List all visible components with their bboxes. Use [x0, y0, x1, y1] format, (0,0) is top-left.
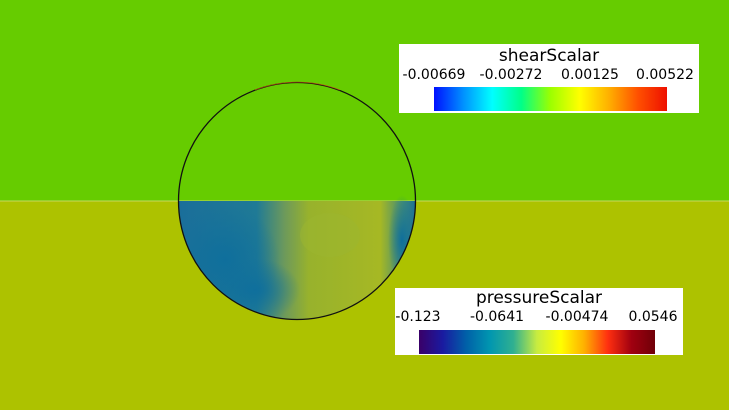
- legend-tick: -0.00669: [402, 67, 466, 83]
- legend-title: pressureScalar: [475, 288, 603, 308]
- pressure-scalar-legend: pressureScalar -0.123 -0.0641 -0.00474 0…: [395, 288, 683, 355]
- legend-tick: -0.0641: [469, 309, 525, 325]
- shear-scalar-legend: shearScalar -0.00669 -0.00272 0.00125 0.…: [399, 44, 699, 113]
- legend-tick: 0.0546: [628, 309, 678, 325]
- legend-tick: 0.00125: [561, 67, 619, 83]
- legend-tick: -0.00474: [545, 309, 609, 325]
- color-bar: [434, 87, 667, 111]
- shear-rim-highlight: [254, 81, 341, 91]
- legend-title: shearScalar: [498, 46, 600, 66]
- color-bar: [419, 330, 655, 354]
- legend-tick: -0.00272: [479, 67, 543, 83]
- legend-tick: -0.123: [395, 309, 441, 325]
- legend-tick: 0.00522: [636, 67, 694, 83]
